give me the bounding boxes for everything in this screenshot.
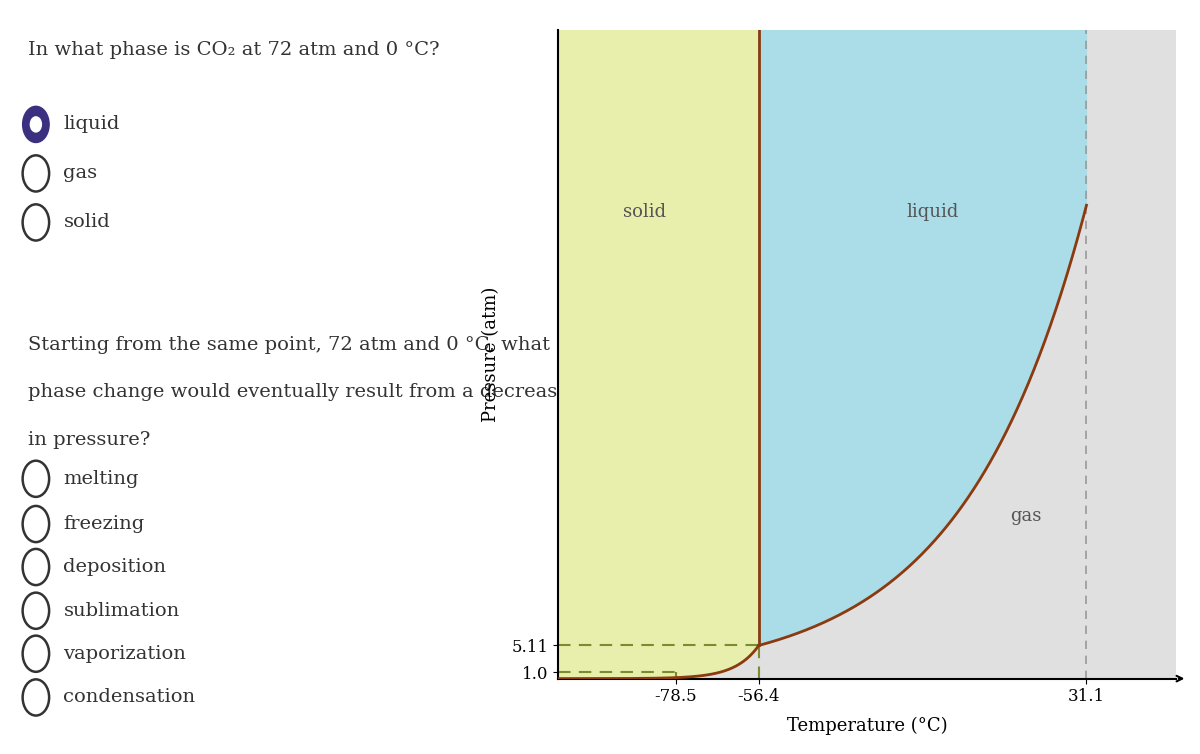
- Text: phase change would eventually result from a decrease: phase change would eventually result fro…: [28, 383, 569, 401]
- Text: In what phase is CO₂ at 72 atm and 0 °C?: In what phase is CO₂ at 72 atm and 0 °C?: [28, 41, 439, 60]
- Text: sublimation: sublimation: [64, 602, 180, 620]
- Text: Starting from the same point, 72 atm and 0 °C, what: Starting from the same point, 72 atm and…: [28, 336, 550, 354]
- Text: condensation: condensation: [64, 688, 196, 706]
- Text: gas: gas: [64, 164, 97, 182]
- X-axis label: Temperature (°C): Temperature (°C): [787, 716, 947, 734]
- Polygon shape: [558, 30, 758, 679]
- Text: liquid: liquid: [64, 115, 120, 133]
- Text: liquid: liquid: [906, 203, 959, 221]
- Text: in pressure?: in pressure?: [28, 431, 150, 449]
- Text: solid: solid: [623, 203, 666, 221]
- Y-axis label: Pressure (atm): Pressure (atm): [482, 287, 500, 422]
- Text: solid: solid: [64, 213, 110, 231]
- Polygon shape: [758, 30, 1086, 645]
- Text: freezing: freezing: [64, 515, 145, 533]
- Circle shape: [23, 106, 49, 143]
- Circle shape: [30, 117, 42, 132]
- Text: gas: gas: [1010, 507, 1042, 526]
- Text: melting: melting: [64, 470, 139, 488]
- Text: vaporization: vaporization: [64, 645, 186, 663]
- Text: deposition: deposition: [64, 558, 167, 576]
